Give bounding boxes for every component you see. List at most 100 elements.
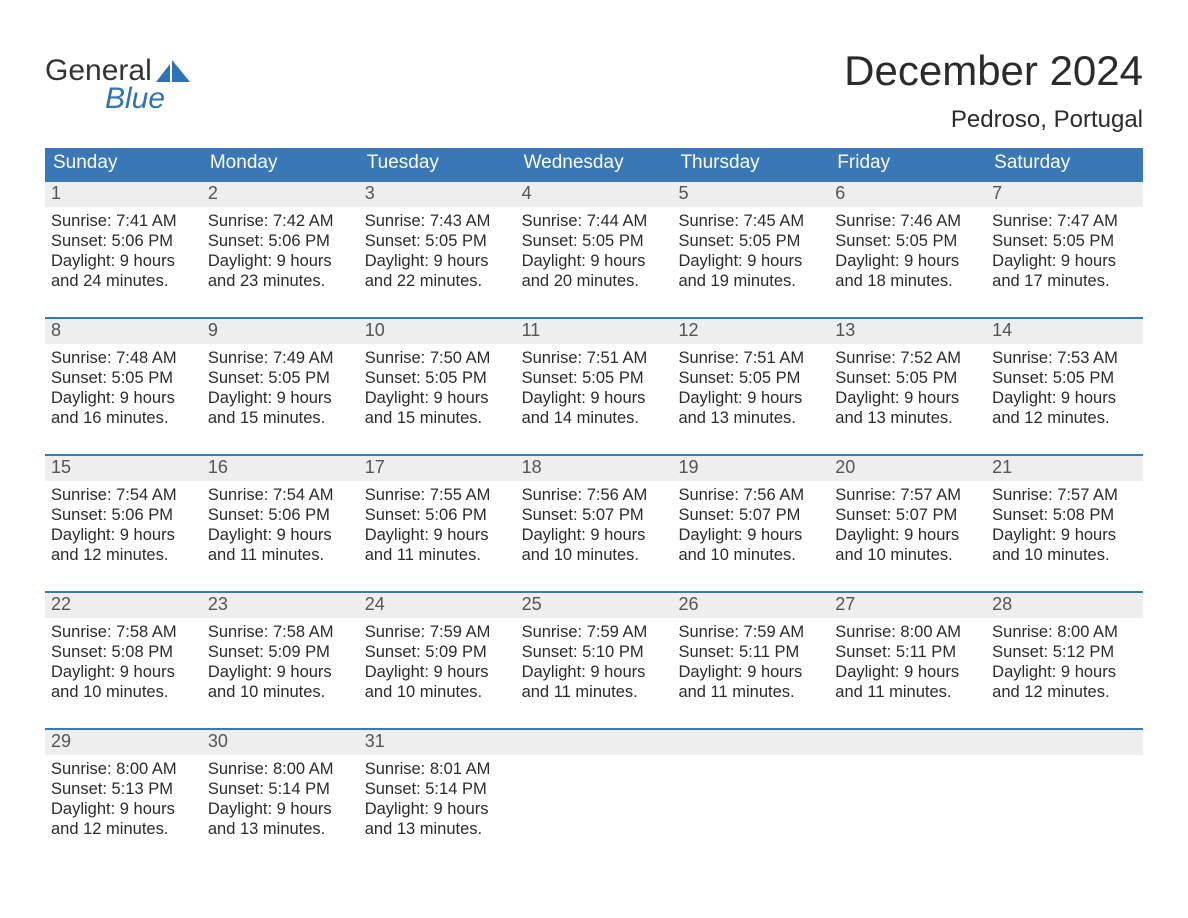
day-number: 12 <box>672 319 829 344</box>
day-line-ss: Sunset: 5:08 PM <box>51 642 196 662</box>
day-line-d1: Daylight: 9 hours <box>835 525 980 545</box>
day-line-d2: and 23 minutes. <box>208 271 353 291</box>
day-line-sr: Sunrise: 7:49 AM <box>208 348 353 368</box>
day-line-d1: Daylight: 9 hours <box>835 251 980 271</box>
brand-logo: General Blue <box>45 50 190 114</box>
day-details: Sunrise: 7:52 AMSunset: 5:05 PMDaylight:… <box>829 344 986 429</box>
day-number: 19 <box>672 456 829 481</box>
day-line-sr: Sunrise: 7:43 AM <box>365 211 510 231</box>
day-line-ss: Sunset: 5:05 PM <box>365 231 510 251</box>
day-details: Sunrise: 7:56 AMSunset: 5:07 PMDaylight:… <box>516 481 673 566</box>
day-cell <box>516 730 673 839</box>
day-line-sr: Sunrise: 7:42 AM <box>208 211 353 231</box>
week-row: 8Sunrise: 7:48 AMSunset: 5:05 PMDaylight… <box>45 317 1143 428</box>
day-line-d1: Daylight: 9 hours <box>678 251 823 271</box>
day-number: 13 <box>829 319 986 344</box>
day-number: 21 <box>986 456 1143 481</box>
day-line-ss: Sunset: 5:05 PM <box>992 231 1137 251</box>
day-details: Sunrise: 8:00 AMSunset: 5:14 PMDaylight:… <box>202 755 359 840</box>
day-line-d1: Daylight: 9 hours <box>678 525 823 545</box>
day-number: 11 <box>516 319 673 344</box>
day-number <box>829 730 986 755</box>
day-number: 24 <box>359 593 516 618</box>
day-cell: 9Sunrise: 7:49 AMSunset: 5:05 PMDaylight… <box>202 319 359 428</box>
weekday-header: Sunday <box>45 148 202 180</box>
day-line-ss: Sunset: 5:06 PM <box>51 505 196 525</box>
day-number: 17 <box>359 456 516 481</box>
weekday-header: Saturday <box>986 148 1143 180</box>
day-line-d2: and 14 minutes. <box>522 408 667 428</box>
day-cell: 26Sunrise: 7:59 AMSunset: 5:11 PMDayligh… <box>672 593 829 702</box>
day-number: 4 <box>516 182 673 207</box>
day-details: Sunrise: 7:50 AMSunset: 5:05 PMDaylight:… <box>359 344 516 429</box>
day-line-sr: Sunrise: 7:58 AM <box>208 622 353 642</box>
day-line-sr: Sunrise: 7:52 AM <box>835 348 980 368</box>
day-line-sr: Sunrise: 7:57 AM <box>992 485 1137 505</box>
day-cell: 14Sunrise: 7:53 AMSunset: 5:05 PMDayligh… <box>986 319 1143 428</box>
day-line-d1: Daylight: 9 hours <box>208 799 353 819</box>
day-line-d2: and 13 minutes. <box>678 408 823 428</box>
day-details: Sunrise: 7:58 AMSunset: 5:09 PMDaylight:… <box>202 618 359 703</box>
day-number: 22 <box>45 593 202 618</box>
day-cell: 22Sunrise: 7:58 AMSunset: 5:08 PMDayligh… <box>45 593 202 702</box>
day-number: 8 <box>45 319 202 344</box>
day-number: 14 <box>986 319 1143 344</box>
day-line-ss: Sunset: 5:05 PM <box>522 368 667 388</box>
day-cell: 2Sunrise: 7:42 AMSunset: 5:06 PMDaylight… <box>202 182 359 291</box>
calendar-grid: Sunday Monday Tuesday Wednesday Thursday… <box>45 148 1143 839</box>
day-cell: 19Sunrise: 7:56 AMSunset: 5:07 PMDayligh… <box>672 456 829 565</box>
day-line-ss: Sunset: 5:05 PM <box>992 368 1137 388</box>
day-number: 10 <box>359 319 516 344</box>
week-row: 22Sunrise: 7:58 AMSunset: 5:08 PMDayligh… <box>45 591 1143 702</box>
day-line-ss: Sunset: 5:06 PM <box>208 231 353 251</box>
day-number <box>672 730 829 755</box>
brand-sail-icon <box>156 58 190 88</box>
week-row: 1Sunrise: 7:41 AMSunset: 5:06 PMDaylight… <box>45 180 1143 291</box>
day-line-sr: Sunrise: 7:56 AM <box>678 485 823 505</box>
day-line-ss: Sunset: 5:14 PM <box>365 779 510 799</box>
day-line-d1: Daylight: 9 hours <box>678 388 823 408</box>
day-details: Sunrise: 7:55 AMSunset: 5:06 PMDaylight:… <box>359 481 516 566</box>
day-number: 3 <box>359 182 516 207</box>
day-cell <box>672 730 829 839</box>
day-details: Sunrise: 7:45 AMSunset: 5:05 PMDaylight:… <box>672 207 829 292</box>
day-line-d2: and 10 minutes. <box>992 545 1137 565</box>
day-number: 25 <box>516 593 673 618</box>
weekday-header-row: Sunday Monday Tuesday Wednesday Thursday… <box>45 148 1143 180</box>
day-line-d2: and 11 minutes. <box>835 682 980 702</box>
day-details: Sunrise: 7:54 AMSunset: 5:06 PMDaylight:… <box>202 481 359 566</box>
day-line-ss: Sunset: 5:06 PM <box>208 505 353 525</box>
day-line-d2: and 12 minutes. <box>992 682 1137 702</box>
day-line-ss: Sunset: 5:05 PM <box>522 231 667 251</box>
day-line-d2: and 10 minutes. <box>208 682 353 702</box>
day-line-sr: Sunrise: 7:44 AM <box>522 211 667 231</box>
day-number: 23 <box>202 593 359 618</box>
day-line-d1: Daylight: 9 hours <box>51 388 196 408</box>
day-number: 26 <box>672 593 829 618</box>
day-line-sr: Sunrise: 8:00 AM <box>51 759 196 779</box>
day-line-d1: Daylight: 9 hours <box>365 388 510 408</box>
day-details: Sunrise: 7:58 AMSunset: 5:08 PMDaylight:… <box>45 618 202 703</box>
day-line-d2: and 19 minutes. <box>678 271 823 291</box>
day-number: 7 <box>986 182 1143 207</box>
day-line-d2: and 15 minutes. <box>208 408 353 428</box>
day-line-sr: Sunrise: 7:59 AM <box>678 622 823 642</box>
location-label: Pedroso, Portugal <box>844 106 1143 134</box>
day-number: 30 <box>202 730 359 755</box>
day-details: Sunrise: 7:59 AMSunset: 5:10 PMDaylight:… <box>516 618 673 703</box>
day-number: 1 <box>45 182 202 207</box>
day-details: Sunrise: 7:57 AMSunset: 5:07 PMDaylight:… <box>829 481 986 566</box>
day-number: 28 <box>986 593 1143 618</box>
day-line-sr: Sunrise: 7:51 AM <box>678 348 823 368</box>
day-cell: 8Sunrise: 7:48 AMSunset: 5:05 PMDaylight… <box>45 319 202 428</box>
day-line-sr: Sunrise: 7:57 AM <box>835 485 980 505</box>
day-line-d2: and 22 minutes. <box>365 271 510 291</box>
day-line-d1: Daylight: 9 hours <box>365 525 510 545</box>
day-line-d2: and 17 minutes. <box>992 271 1137 291</box>
day-cell: 7Sunrise: 7:47 AMSunset: 5:05 PMDaylight… <box>986 182 1143 291</box>
day-line-sr: Sunrise: 7:50 AM <box>365 348 510 368</box>
day-cell: 17Sunrise: 7:55 AMSunset: 5:06 PMDayligh… <box>359 456 516 565</box>
day-line-ss: Sunset: 5:09 PM <box>208 642 353 662</box>
day-cell <box>986 730 1143 839</box>
day-line-sr: Sunrise: 7:56 AM <box>522 485 667 505</box>
